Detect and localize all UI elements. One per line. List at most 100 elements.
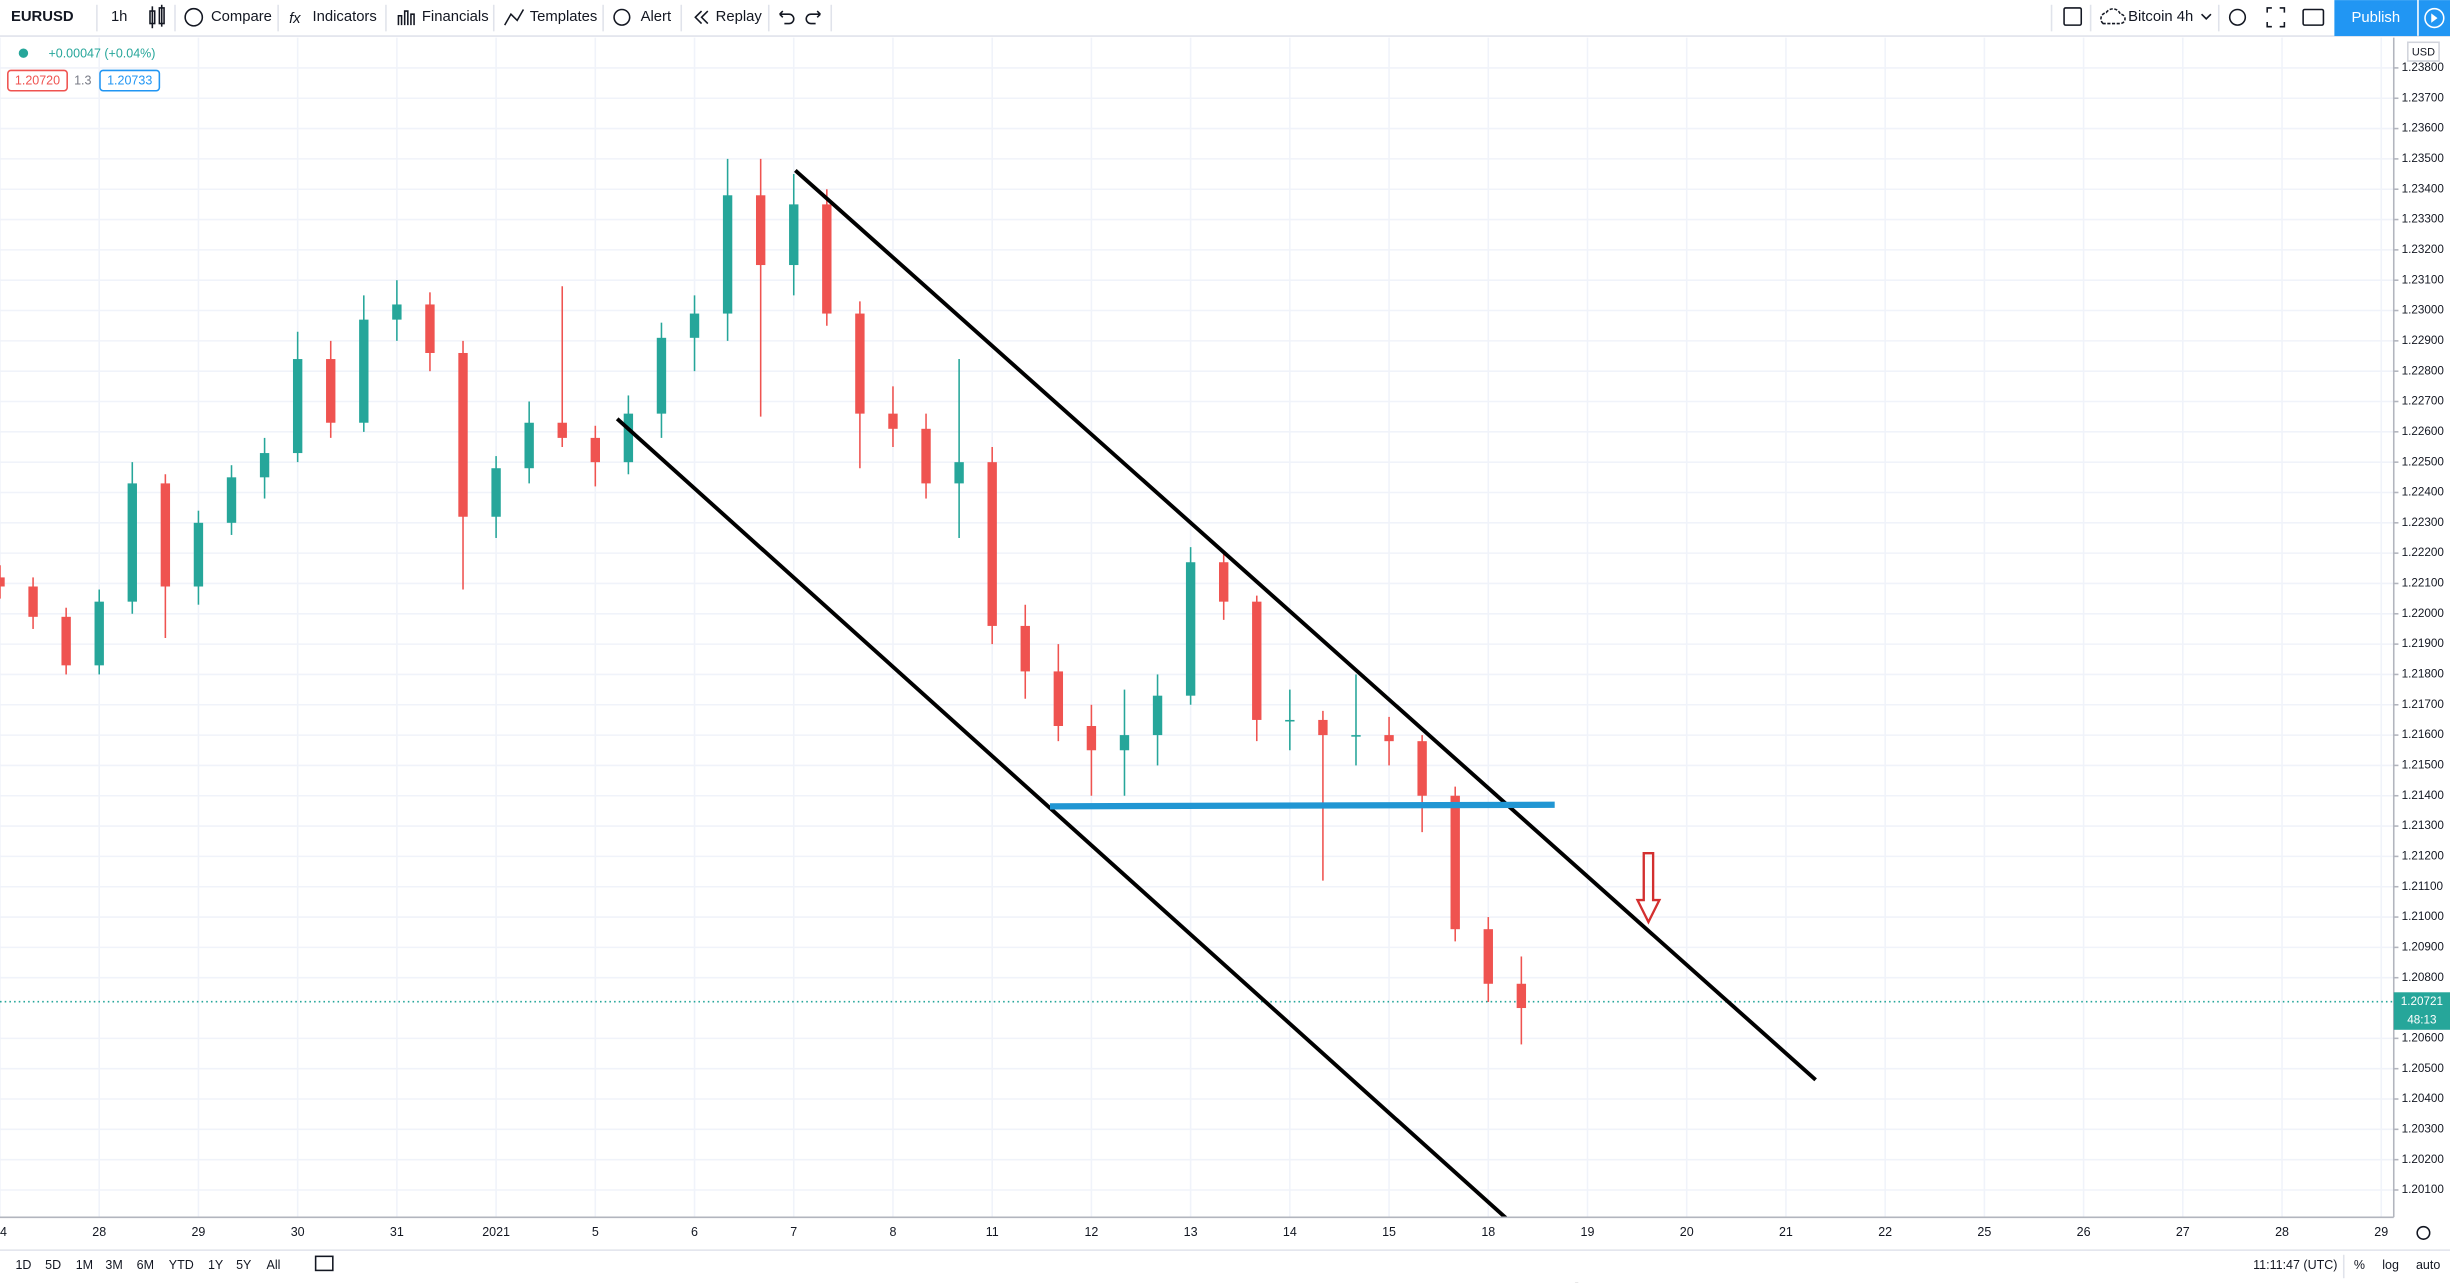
financials-icon (397, 10, 415, 26)
layout-name[interactable]: Bitcoin 4h (2128, 9, 2193, 25)
channel-upper[interactable] (794, 168, 1817, 1082)
range-button[interactable]: 1Y (208, 1258, 224, 1272)
candle-body (822, 204, 832, 314)
candle-body (0, 577, 5, 587)
candle-style-icon[interactable] (149, 4, 165, 29)
candle-body (1351, 735, 1361, 737)
publish-button[interactable]: Publish (2351, 10, 2400, 26)
axis-settings[interactable] (2416, 1225, 2431, 1240)
candle-body (888, 413, 898, 429)
candle-body (1020, 625, 1030, 672)
auto-toggle[interactable]: auto (2416, 1258, 2440, 1272)
y-tick-label: 1.21600 (2402, 728, 2445, 741)
y-tick-label: 1.22500 (2402, 455, 2445, 468)
settings-button[interactable] (2228, 8, 2247, 26)
symbol[interactable]: EURUSD (11, 9, 74, 25)
x-tick-label: 12 (1084, 1225, 1098, 1239)
goto-date-button[interactable] (314, 1255, 334, 1272)
grid (0, 37, 2394, 1218)
y-tick-label: 1.22300 (2402, 516, 2445, 529)
x-tick-label: 5 (592, 1225, 599, 1239)
y-tick-label: 1.20500 (2402, 1062, 2445, 1075)
y-tick-label: 1.22600 (2402, 425, 2445, 438)
channel-lower[interactable] (615, 417, 1580, 1283)
y-tick-label: 1.22700 (2402, 395, 2445, 408)
fullscreen-button[interactable] (2266, 7, 2286, 28)
y-tick-label: 1.21000 (2402, 910, 2445, 923)
candle-body (1185, 562, 1196, 696)
x-tick-label: 28 (2275, 1225, 2289, 1239)
down-arrow[interactable] (1635, 852, 1662, 925)
x-tick-label: 8 (889, 1225, 896, 1239)
y-tick-label: 1.22200 (2402, 546, 2445, 559)
range-button[interactable]: 1D (15, 1258, 31, 1272)
templates-button[interactable]: Templates (530, 9, 598, 25)
candle-body (226, 477, 237, 523)
stream-button[interactable] (2424, 7, 2445, 29)
ask-box[interactable] (99, 69, 161, 92)
candle-body (28, 586, 38, 617)
candle-body (987, 462, 997, 626)
layout-icon[interactable] (2063, 7, 2083, 26)
y-tick-label: 1.23000 (2402, 304, 2445, 317)
bid-box[interactable] (7, 69, 68, 92)
publish-button-bg[interactable] (2334, 0, 2418, 37)
range-button[interactable]: 5Y (236, 1258, 252, 1272)
x-tick-label: 18 (1481, 1225, 1495, 1239)
candle-body (160, 483, 171, 587)
currency-box (2407, 41, 2440, 62)
range-button[interactable]: 1M (76, 1258, 93, 1272)
range-button[interactable]: YTD (169, 1258, 194, 1272)
compare-button[interactable]: Compare (211, 9, 272, 25)
dropdown-icon[interactable] (2201, 13, 2212, 20)
axis-labels: 1.23800 1.23700 1.23600 1.23500 1.23400 1.233… (0, 61, 2450, 1239)
candle-body (1219, 562, 1229, 602)
candle-body (689, 313, 700, 338)
replay-button[interactable]: Replay (716, 9, 763, 25)
alert-button[interactable]: Alert (641, 9, 672, 25)
templates-icon (504, 9, 525, 26)
last-price-box (2393, 992, 2450, 1030)
snapshot-button[interactable] (2302, 8, 2325, 26)
price-change: +0.00047 (+0.04%) (48, 46, 155, 60)
interval[interactable]: 1h (111, 9, 128, 25)
alert-icon (613, 8, 631, 26)
last-price-label: 1.20721 (2401, 995, 2443, 1008)
indicators-button[interactable]: Indicators (313, 9, 377, 25)
y-tick-label: 1.22400 (2402, 486, 2445, 499)
financials-button[interactable]: Financials (422, 9, 489, 25)
compare-icon (184, 7, 204, 27)
x-tick-label: 31 (390, 1225, 404, 1239)
y-tick-label: 1.20900 (2402, 940, 2445, 953)
candle-body (1318, 719, 1328, 736)
candle-body (359, 319, 369, 423)
candle-body (458, 352, 468, 517)
range-button[interactable]: 3M (105, 1258, 122, 1272)
candle-body (590, 437, 600, 463)
y-tick-label: 1.22100 (2402, 577, 2445, 590)
range-button[interactable]: 6M (137, 1258, 154, 1272)
percent-toggle[interactable]: % (2354, 1258, 2365, 1272)
log-toggle[interactable]: log (2382, 1258, 2399, 1272)
time-axis[interactable] (0, 1217, 2450, 1251)
candle-body (722, 195, 733, 314)
y-tick-label: 1.20600 (2402, 1031, 2445, 1044)
y-tick-label: 1.21900 (2402, 637, 2445, 650)
candle-body (524, 422, 534, 469)
x-tick-label: 15 (1382, 1225, 1396, 1239)
x-tick-label: 6 (691, 1225, 698, 1239)
x-tick-label: 14 (1283, 1225, 1297, 1239)
candle-body (855, 313, 865, 414)
redo-button[interactable] (805, 10, 821, 25)
candle-body (193, 522, 204, 587)
range-button[interactable]: All (266, 1258, 280, 1272)
candle-body (921, 428, 931, 484)
x-tick-label: 20 (1680, 1225, 1694, 1239)
support-line[interactable] (1049, 801, 1555, 810)
x-tick-label: 27 (2176, 1225, 2190, 1239)
range-button[interactable]: 5D (45, 1258, 61, 1272)
candle-body (1252, 601, 1262, 720)
play-icon (2431, 13, 2438, 23)
x-tick-label: 7 (790, 1225, 797, 1239)
undo-button[interactable] (779, 10, 795, 25)
